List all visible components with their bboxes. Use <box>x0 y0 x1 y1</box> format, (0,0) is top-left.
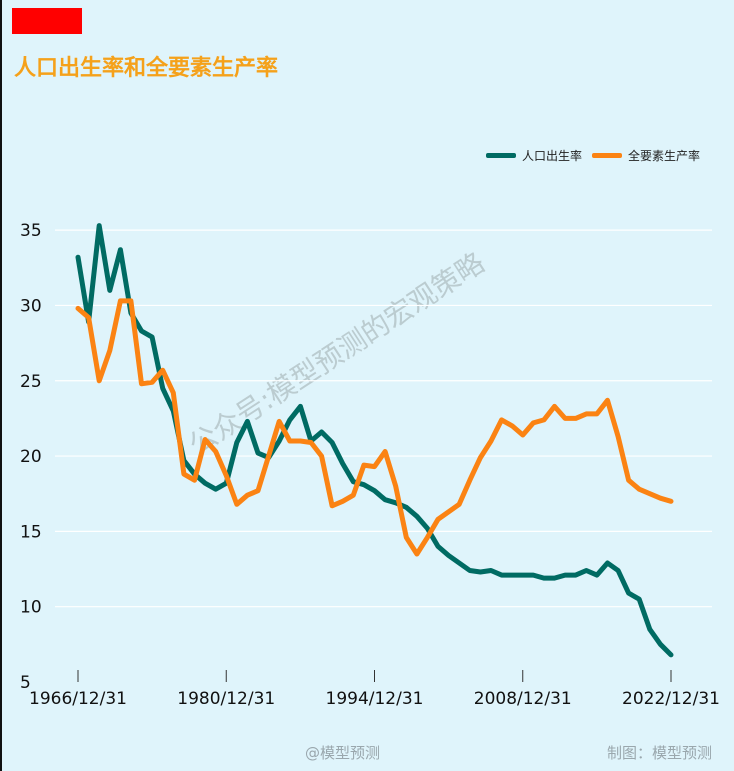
brand-block <box>12 8 82 34</box>
legend-item-tfp: 全要素生产率 <box>591 147 700 164</box>
series-line-birth-rate <box>75 223 674 658</box>
legend-swatch-birth <box>485 153 516 158</box>
series-line-tfp <box>75 298 674 557</box>
legend-label-birth: 人口出生率 <box>521 149 582 163</box>
y-tick-label-35: 35 <box>20 221 42 241</box>
x-tick-label-4: 2022/12/31 <box>622 689 720 709</box>
x-tick-label-3: 2008/12/31 <box>474 689 572 709</box>
y-tick-label-15: 15 <box>20 522 42 542</box>
legend: 人口出生率 全要素生产率 <box>485 147 700 164</box>
weibo-handle: @模型预测 <box>305 744 381 762</box>
y-tick-label-20: 20 <box>20 447 42 467</box>
legend-item-birth: 人口出生率 <box>485 147 582 164</box>
y-tick-label-25: 25 <box>20 372 42 392</box>
x-tick-label-0: 1966/12/31 <box>29 689 127 709</box>
y-tick-label-30: 30 <box>20 296 42 316</box>
y-tick-label-5: 5 <box>20 673 31 693</box>
legend-label-tfp: 全要素生产率 <box>627 149 700 163</box>
y-tick-label-10: 10 <box>20 598 42 618</box>
chart-title: 人口出生率和全要素生产率 <box>14 56 279 81</box>
source-credit: 制图：模型预测 <box>606 744 712 762</box>
x-tick-label-1: 1980/12/31 <box>177 689 275 709</box>
legend-swatch-tfp <box>591 153 622 158</box>
x-tick-label-2: 1994/12/31 <box>326 689 424 709</box>
